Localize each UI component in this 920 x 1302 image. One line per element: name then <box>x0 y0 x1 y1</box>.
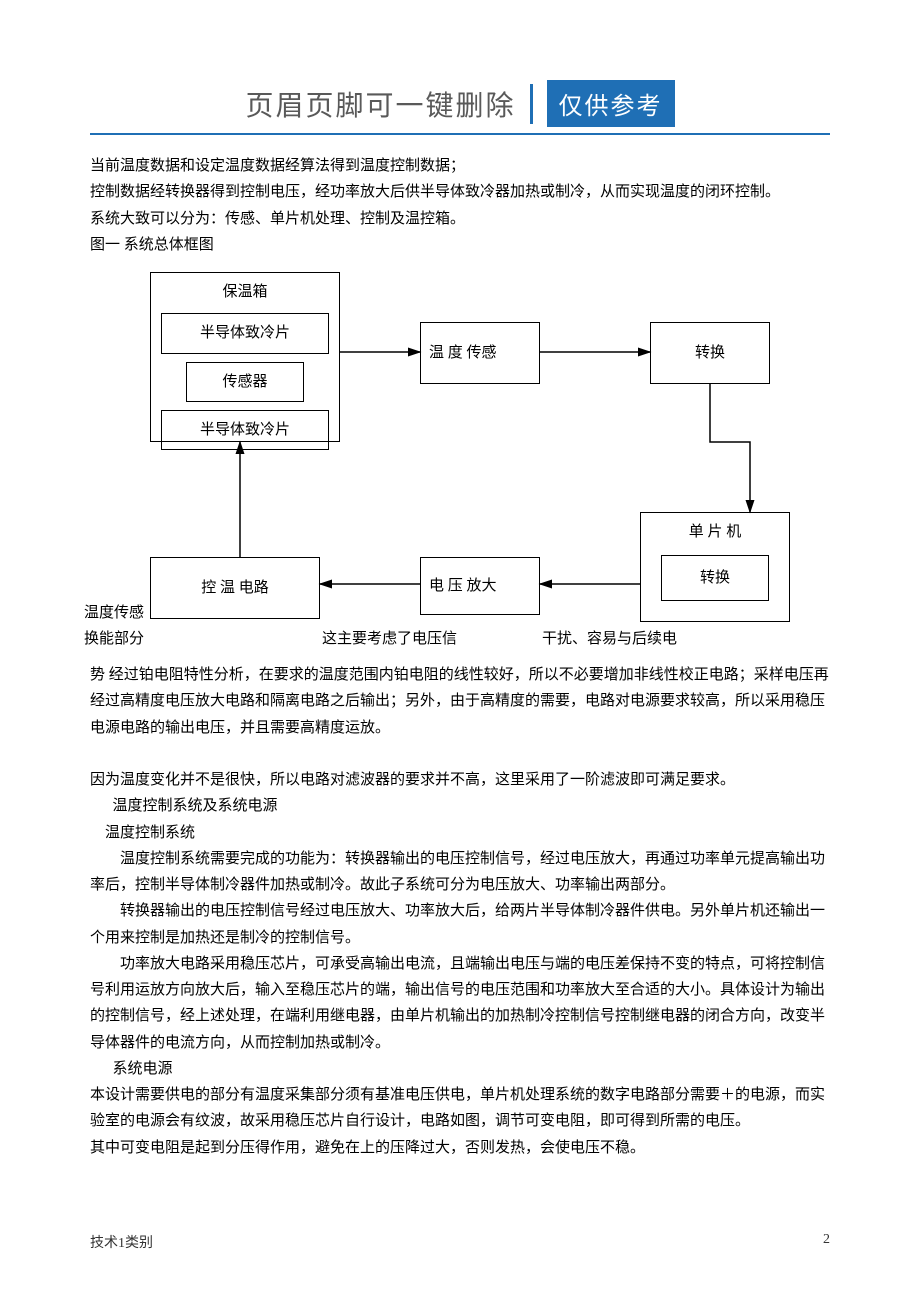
header-rule <box>90 133 830 135</box>
temp-sense-label: 温 度 传感 <box>429 340 497 366</box>
sec-ctrl-p3: 功率放大电路采用稳压芯片，可承受高输出电流，且端输出电压与端的电压差保持不变的特… <box>90 951 830 1056</box>
side-label-a: 温度传感 <box>84 600 144 626</box>
sec-power-h-text: 系统电源 <box>113 1061 173 1077</box>
side-label-b: 换能部分 <box>84 626 144 652</box>
page-header: 页眉页脚可一键删除 仅供参考 <box>90 80 830 127</box>
sec-power-h: 系统电源 <box>90 1056 830 1082</box>
node-cooler-bottom: 半导体致冷片 <box>161 410 329 450</box>
node-cooler-top: 半导体致冷片 <box>161 313 329 353</box>
sec-ctrl-p1: 温度控制系统需要完成的功能为：转换器输出的电压控制信号，经过电压放大，再通过功率… <box>90 846 830 899</box>
incubator-label: 保温箱 <box>222 279 267 305</box>
post-diagram-p1: 势 经过铂电阻特性分析，在要求的温度范围内铂电阻的线性较好，所以不必要增加非线性… <box>90 662 830 741</box>
sec-ctrl-h2: 温度控制系统 <box>90 820 830 846</box>
sec-ctrl-p2: 转换器输出的电压控制信号经过电压放大、功率放大后，给两片半导体制冷器件供电。另外… <box>90 898 830 951</box>
mcu-label: 单 片 机 <box>689 519 742 545</box>
intro-line-2: 控制数据经转换器得到控制电压，经功率放大后供半导体致冷器加热或制冷，从而实现温度… <box>90 179 830 205</box>
footer-right: 2 <box>823 1232 830 1252</box>
sec-power-p2: 其中可变电阻是起到分压得作用，避免在上的压降过大，否则发热，会使电压不稳。 <box>90 1135 830 1161</box>
node-convert-2: 转换 <box>661 555 769 601</box>
convert2-label: 转换 <box>700 565 730 591</box>
inline-tail-1: 这主要考虑了电压信 <box>322 626 457 652</box>
sec-ctrl-h1: 温度控制系统及系统电源 <box>90 793 830 819</box>
sec-ctrl-h2-text: 温度控制系统 <box>105 825 195 841</box>
page-footer: 技术1类别 2 <box>90 1232 830 1252</box>
node-amp: 电 压 放大 <box>420 557 540 615</box>
inline-tail-2: 干扰、容易与后续电 <box>542 626 677 652</box>
intro-line-3: 系统大致可以分为：传感、单片机处理、控制及温控箱。 <box>90 206 830 232</box>
node-temp-sense: 温 度 传感 <box>420 322 540 384</box>
footer-left: 技术1类别 <box>90 1232 153 1252</box>
post-diagram-p2: 因为温度变化并不是很快，所以电路对滤波器的要求并不高，这里采用了一阶滤波即可满足… <box>90 767 830 793</box>
header-badge: 仅供参考 <box>547 80 675 127</box>
node-ctrl: 控 温 电路 <box>150 557 320 619</box>
blank-line-1 <box>90 741 830 767</box>
sec-power-p1: 本设计需要供电的部分有温度采集部分须有基准电压供电，单片机处理系统的数字电路部分… <box>90 1082 830 1135</box>
intro-line-4: 图一 系统总体框图 <box>90 232 830 258</box>
node-sensor: 传感器 <box>186 362 304 402</box>
header-title: 页眉页脚可一键删除 <box>245 84 515 124</box>
system-block-diagram: 保温箱 半导体致冷片 传感器 半导体致冷片 温 度 传感 转换 单 片 机 转换… <box>90 262 830 662</box>
intro-line-1: 当前温度数据和设定温度数据经算法得到温度控制数据； <box>90 153 830 179</box>
node-incubator: 保温箱 半导体致冷片 传感器 半导体致冷片 <box>150 272 340 442</box>
body-text: 当前温度数据和设定温度数据经算法得到温度控制数据； 控制数据经转换器得到控制电压… <box>90 153 830 1161</box>
amp-label: 电 压 放大 <box>429 573 497 599</box>
convert1-label: 转换 <box>695 340 725 366</box>
ctrl-label: 控 温 电路 <box>201 575 269 601</box>
node-mcu: 单 片 机 转换 <box>640 512 790 622</box>
header-divider <box>530 84 533 124</box>
node-convert-1: 转换 <box>650 322 770 384</box>
sec-ctrl-h1-text: 温度控制系统及系统电源 <box>113 798 278 814</box>
